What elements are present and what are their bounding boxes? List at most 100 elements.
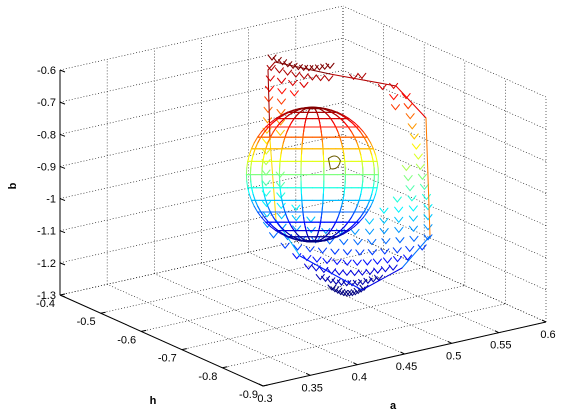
mesh-chevron [412,144,420,149]
mesh-chevron [313,257,321,262]
sphere-meridian-line [357,200,359,206]
sphere-meridian-line [341,119,345,123]
grid-line [141,267,424,331]
y-tick-mark [222,367,227,368]
sphere-meridian-line [333,222,335,226]
sphere-meridian-line [251,181,252,188]
sphere-meridian-line [268,206,271,212]
sphere-meridian-line [263,155,264,161]
sphere-meridian-line [348,127,351,132]
mesh-chevron [270,233,278,238]
x-tick-label: 0.3 [257,393,272,405]
sphere-meridian-line [285,132,287,137]
mesh-chevron [325,76,333,81]
mesh-chevron [278,214,286,219]
mesh-chevron [292,205,300,210]
mesh-chevron [380,208,388,213]
mesh-chevron [356,250,364,255]
sphere-meridian-line [254,206,257,212]
z-tick-label: -1.1 [37,226,56,238]
sphere-meridian-line [254,137,257,143]
mesh-chevron [378,84,386,89]
mesh-chevron [368,250,376,255]
mesh-edge [268,62,275,70]
mesh-edge [330,74,396,86]
sphere-meridian-line [322,137,323,143]
mesh-chevron [408,196,416,201]
sphere-meridian-line [270,212,273,217]
sphere-meridian-line [338,212,340,217]
sphere-meridian-line [255,200,258,206]
x-tick-mark [495,331,499,333]
sphere-meridian-line [373,194,375,200]
mesh-chevron [380,229,388,234]
mesh-chevron [284,70,292,75]
sphere-meridian-line [376,155,378,161]
x-tick-label: 0.4 [352,372,367,384]
x-tick-label: 0.55 [490,340,511,352]
sphere-meridian-line [277,123,281,127]
mesh-chevron [262,180,270,185]
sphere-meridian-line [258,137,261,143]
sphere-meridian-line [304,127,305,132]
mesh-chevron [281,243,289,248]
mesh-chevron [363,260,371,265]
z-axis-label: b [7,182,19,189]
sphere-meridian-line [289,222,291,226]
sphere-meridian-line [331,227,334,231]
z-tick-label: -0.8 [37,129,56,141]
mesh-chevron [395,207,403,212]
sphere-meridian-line [336,127,338,132]
sphere-meridian-line [255,143,258,149]
sphere-meridian-line [319,119,320,123]
sphere-meridian-line [340,206,342,212]
mesh-chevron [292,215,300,220]
z-tick-label: -0.6 [37,65,56,77]
grid-line [182,286,465,350]
sphere-meridian-line [322,206,323,212]
sphere-meridian-line [361,155,362,161]
z-tick-mark [60,263,65,265]
mesh-edge [402,236,430,268]
mesh-chevron [383,258,391,263]
y-tick-mark [182,349,187,350]
mesh-chevron [351,270,359,275]
sphere-meridian-line [321,127,322,132]
mesh-chevron [409,216,417,221]
sphere-meridian-line [333,123,335,127]
sphere-meridian-line [359,149,361,155]
sphere-meridian-line [253,194,255,200]
sphere-meridian-line [352,212,355,217]
sphere-meridian-line [348,217,351,222]
x-tick-label: 0.45 [396,361,417,373]
surface-mesh [246,55,432,296]
sphere-meridian-line [376,188,378,194]
sphere-meridian-line [373,161,374,168]
mesh-chevron [263,118,271,123]
mesh-chevron [320,267,328,272]
mesh-chevron [366,229,374,234]
sphere-meridian-line [252,155,253,161]
sphere-meridian-line [263,188,264,194]
z-tick-label: -0.7 [37,97,56,109]
mesh-chevron [393,197,401,202]
z-tick-mark [60,134,65,136]
sphere-meridian-line [247,181,248,188]
mesh-chevron [323,258,331,263]
sphere-meridian-line [336,217,338,222]
mesh-chevron [262,149,270,154]
sphere-meridian-line [321,132,322,137]
z-tick-mark [60,102,65,104]
mesh-chevron [300,74,308,79]
mesh-chevron [365,219,373,224]
y-tick-label: -0.7 [158,353,177,365]
y-tick-mark [101,312,106,313]
sphere-meridian-line [305,227,306,231]
x-tick-label: 0.6 [540,329,555,341]
mesh-chevron [306,247,314,252]
sphere-meridian-line [354,206,357,212]
sphere-meridian-line [302,137,303,143]
sphere-meridian-line [249,149,251,155]
sphere-meridian-line [370,149,372,155]
